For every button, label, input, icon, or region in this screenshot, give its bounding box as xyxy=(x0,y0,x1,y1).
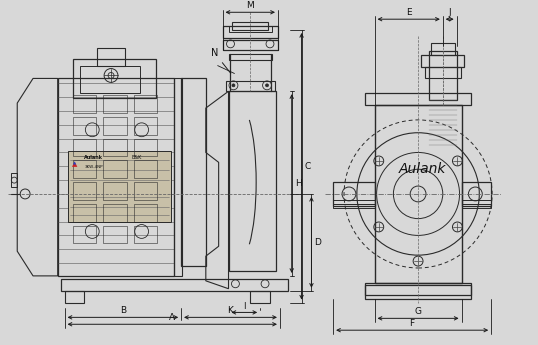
Bar xyxy=(73,160,96,178)
Bar xyxy=(229,26,272,32)
Text: N: N xyxy=(211,48,231,73)
Text: J: J xyxy=(448,8,451,17)
Bar xyxy=(103,160,127,178)
Bar xyxy=(134,95,158,113)
Bar xyxy=(229,54,272,60)
Text: G: G xyxy=(415,307,422,316)
Text: Aulank: Aulank xyxy=(84,155,103,160)
Bar xyxy=(333,182,374,206)
Bar xyxy=(134,117,158,135)
Text: B: B xyxy=(120,306,126,315)
Text: I: I xyxy=(243,303,245,312)
Bar xyxy=(73,226,96,243)
Bar xyxy=(365,93,471,105)
Bar xyxy=(333,204,374,208)
Bar xyxy=(73,182,96,200)
Text: M: M xyxy=(246,1,254,10)
Bar xyxy=(73,117,96,135)
Bar xyxy=(65,291,84,303)
Text: H: H xyxy=(295,179,301,188)
Bar xyxy=(103,117,127,135)
Text: F: F xyxy=(409,319,415,328)
Text: E: E xyxy=(406,8,412,17)
Bar xyxy=(103,182,127,200)
Bar xyxy=(97,48,125,66)
Bar xyxy=(250,291,270,303)
Bar xyxy=(80,66,140,93)
Text: C: C xyxy=(305,162,311,171)
Bar xyxy=(223,26,278,38)
Text: B&K: B&K xyxy=(132,155,142,160)
Text: D: D xyxy=(314,238,321,247)
Bar xyxy=(425,67,461,78)
Bar xyxy=(225,81,275,91)
Text: Aulank: Aulank xyxy=(398,162,445,176)
Text: A: A xyxy=(169,313,175,322)
Circle shape xyxy=(266,84,268,87)
Bar xyxy=(229,91,276,271)
Bar xyxy=(421,55,464,67)
Bar xyxy=(134,226,158,243)
Bar xyxy=(462,200,491,204)
Bar xyxy=(431,43,455,55)
Bar xyxy=(134,160,158,178)
Bar xyxy=(134,139,158,156)
Bar xyxy=(232,22,268,30)
Bar xyxy=(429,51,457,100)
Bar xyxy=(134,204,158,221)
Bar xyxy=(73,139,96,156)
Text: 3KW-4NP: 3KW-4NP xyxy=(84,165,103,169)
Bar xyxy=(365,283,471,295)
Bar xyxy=(103,204,127,221)
Bar xyxy=(174,78,182,276)
Bar xyxy=(73,59,157,98)
Bar xyxy=(11,173,17,187)
Bar xyxy=(365,285,471,298)
Bar xyxy=(223,40,278,50)
Bar xyxy=(462,204,491,208)
Bar xyxy=(333,200,374,204)
Circle shape xyxy=(232,84,235,87)
Bar xyxy=(462,182,491,206)
Bar xyxy=(73,204,96,221)
Text: ▲: ▲ xyxy=(72,161,77,167)
Bar xyxy=(103,139,127,156)
Bar xyxy=(134,182,158,200)
Bar xyxy=(374,105,462,283)
Bar xyxy=(61,279,288,291)
Bar xyxy=(68,150,171,221)
Text: K: K xyxy=(228,306,233,315)
Text: ▲: ▲ xyxy=(73,161,76,165)
Bar xyxy=(181,78,206,266)
Bar xyxy=(103,226,127,243)
Bar xyxy=(103,95,127,113)
Bar xyxy=(58,78,174,276)
Bar xyxy=(73,95,96,113)
